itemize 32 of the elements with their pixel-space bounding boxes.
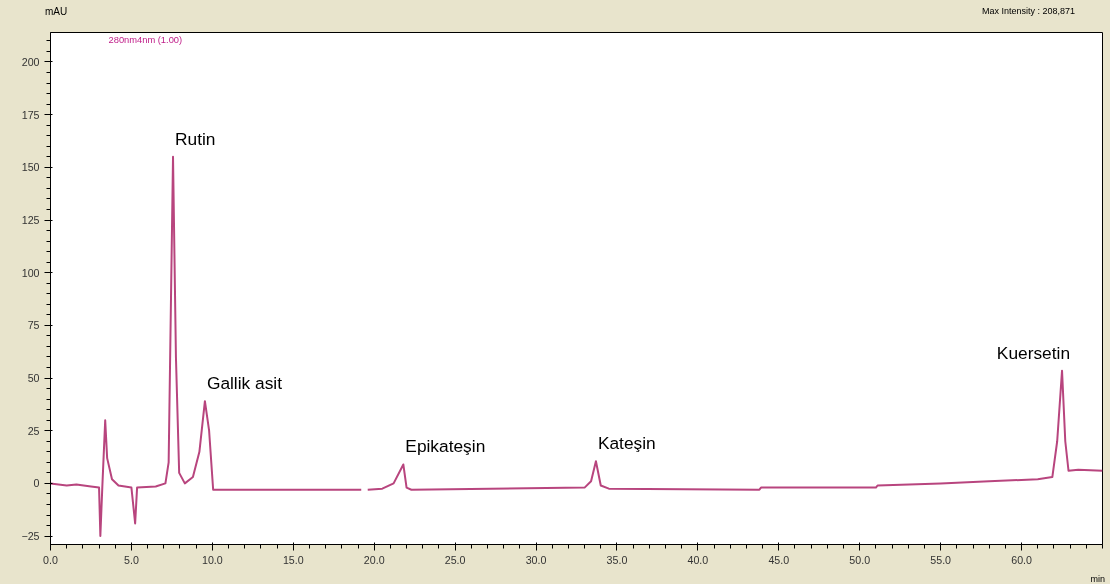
y-tick-label: 150 — [21, 161, 40, 174]
y-tick-label: 125 — [21, 214, 40, 227]
text: Max Intensity : 208,871 — [981, 5, 1075, 18]
y-tick-label: −25 — [21, 530, 40, 543]
y-tick-label: 100 — [21, 266, 40, 279]
y-tick-label: 0 — [33, 477, 40, 490]
x-tick-label: 5.0 — [124, 553, 139, 566]
x-tick-label: 10.0 — [201, 553, 223, 566]
x-tick-label: 55.0 — [930, 553, 952, 566]
annotation: Epikateşin — [405, 436, 486, 457]
x-tick-label: 45.0 — [768, 553, 790, 566]
annotation: Kuersetin — [996, 342, 1071, 363]
x-tick-label: 25.0 — [444, 553, 466, 566]
y-tick-label: 25 — [27, 424, 40, 437]
x-tick-label: 30.0 — [525, 553, 547, 566]
y-axis-title: mAU — [45, 5, 68, 19]
x-tick-label: 40.0 — [687, 553, 709, 566]
x-axis-title: min — [1090, 573, 1105, 584]
y-tick-label: 50 — [27, 372, 40, 385]
annotation: Gallik asit — [206, 373, 283, 394]
x-tick-label: 60.0 — [1011, 553, 1033, 566]
annotation: Kateşin — [597, 433, 656, 454]
y-tick-label: 200 — [21, 56, 40, 68]
x-tick-label: 20.0 — [363, 553, 385, 566]
x-tick-label: 0.0 — [43, 553, 58, 566]
x-tick-label: 15.0 — [282, 553, 304, 566]
x-tick-label: 35.0 — [606, 553, 628, 566]
y-tick-label: 75 — [27, 319, 40, 332]
y-tick-label: 175 — [21, 108, 40, 121]
annotation: 280nm4nm (1.00) — [108, 34, 183, 45]
x-tick-label: 50.0 — [849, 553, 871, 566]
annotation: Rutin — [175, 128, 216, 149]
